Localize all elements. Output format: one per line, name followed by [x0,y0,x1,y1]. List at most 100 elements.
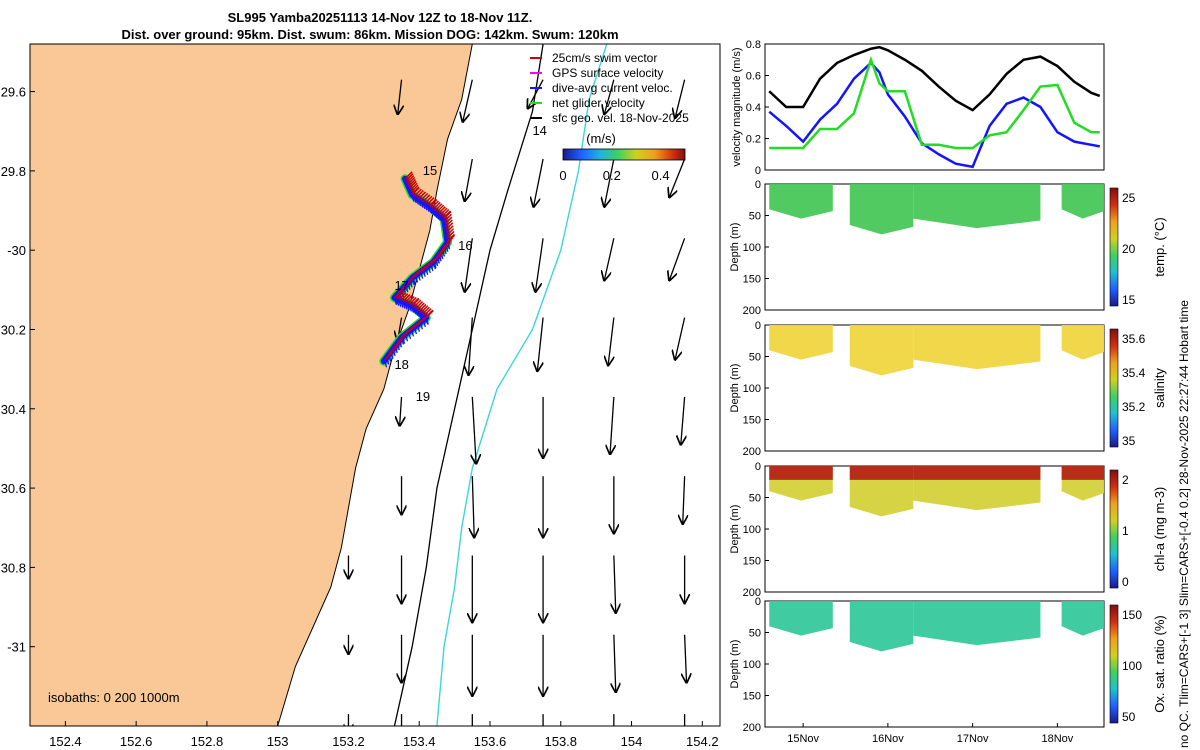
map-colorbar-tick: 0.2 [603,168,621,183]
section-colorbar [1109,604,1119,724]
current-vector [535,238,544,291]
legend-entry: net glider velocity [552,96,645,110]
current-veloc-tick [437,213,441,221]
map-xtick-label: 152.4 [49,734,82,749]
map-ytick-label: 30.2 [1,322,26,337]
day-label: 17 [394,278,408,293]
swim-vector [423,308,432,317]
section-ytick-label: 200 [743,722,761,734]
current-veloc-tick [414,275,419,283]
swim-vector [424,195,433,204]
current-veloc-tick [404,302,408,310]
swim-vector [408,296,417,305]
current-veloc-tick [414,308,419,316]
section-colorbar-label: chl-a (mg m-3) [1152,487,1167,572]
current-veloc-tick [411,305,415,313]
current-vector [675,317,686,360]
current-veloc-tick [420,200,424,208]
swim-vector [406,295,415,305]
current-veloc-tick [424,203,428,211]
section-colorbar [1109,187,1119,307]
chl-max-band [849,466,914,480]
day-label: 16 [458,238,472,253]
current-vector [398,79,402,114]
current-vector [614,555,616,613]
legend-entry: sfc geo. vel. 18-Nov-2025 [552,111,689,125]
day-label: 15 [423,163,437,178]
swim-vector [446,233,455,242]
section-colorbar-tick: 150 [1122,608,1142,622]
time-xtick-label: 15Nov [787,733,819,745]
current-veloc-tick [413,195,417,204]
current-vector [604,238,615,280]
swim-vector [437,206,446,215]
current-veloc-tick [432,261,437,270]
swim-vector [443,213,452,222]
current-veloc-tick [422,201,426,209]
day-label: 18 [394,357,408,372]
current-veloc-tick [406,303,410,311]
current-vector [465,238,473,291]
swim-vector [444,216,453,225]
current-veloc-tick [427,265,431,274]
section-data-block [1061,601,1104,636]
day-label: 19 [416,389,430,404]
current-veloc-tick [422,269,426,277]
swim-vector [384,352,393,361]
section-colorbar-tick: 20 [1122,242,1136,256]
section-ytick-label: 50 [749,352,761,364]
current-vector [400,396,402,426]
swim-vector [436,204,445,213]
section-data-block [849,184,914,235]
current-vector [472,476,474,537]
section-colorbar-label: salinity [1152,368,1167,408]
section-colorbar-tick: 25 [1122,191,1136,205]
section-colorbar-tick: 50 [1122,710,1136,724]
chl-max-band [913,466,1041,480]
current-veloc-tick [415,197,420,205]
velocity-ytick-label: 0.8 [746,39,761,51]
swim-vector [420,192,429,201]
swim-vector [432,201,441,210]
land-area [30,44,473,726]
current-veloc-tick [425,317,429,325]
legend-entry: dive-avg current veloc. [552,81,673,95]
current-veloc-tick [407,331,412,340]
section-data-block [1061,325,1104,360]
current-vector [669,158,686,197]
section-ytick-label: 0 [755,179,761,191]
swim-vector [434,203,443,212]
map-xtick-label: 152.8 [191,734,224,749]
current-veloc-tick [394,296,398,305]
day-label: 14 [532,123,546,138]
time-xtick-label: 18Nov [1041,733,1073,745]
current-veloc-tick [393,297,398,305]
section-colorbar-tick: 35.2 [1122,400,1146,414]
section-data-block [913,601,1041,646]
section-data-block [769,184,833,219]
section-ytick-label: 150 [743,691,761,703]
section-ytick-label: 100 [743,524,761,536]
current-veloc-tick [425,267,429,275]
section-ytick-label: 150 [743,415,761,427]
section-colorbar-tick: 1 [1122,524,1129,538]
current-veloc-tick [408,304,412,312]
swim-vector [445,222,454,231]
section-data-block [1061,184,1104,219]
swim-vector [406,175,415,184]
section-colorbar-tick: 2 [1122,473,1129,487]
section-ytick-label: 100 [743,383,761,395]
legend-entry: GPS surface velocity [552,66,663,80]
swim-vector [415,189,424,199]
swim-vector [446,228,455,237]
current-vector [669,238,686,280]
swim-vector [400,293,409,302]
section-colorbar-tick: 15 [1122,293,1136,307]
current-vector [610,396,614,454]
section-ytick-label: 100 [743,242,761,254]
swim-vector [415,301,424,310]
swim-vector [429,199,438,208]
section-colorbar-label: temp. (°C) [1152,217,1167,276]
map-xtick-label: 153.2 [332,734,365,749]
velocity-ytick-label: 0 [755,165,761,177]
